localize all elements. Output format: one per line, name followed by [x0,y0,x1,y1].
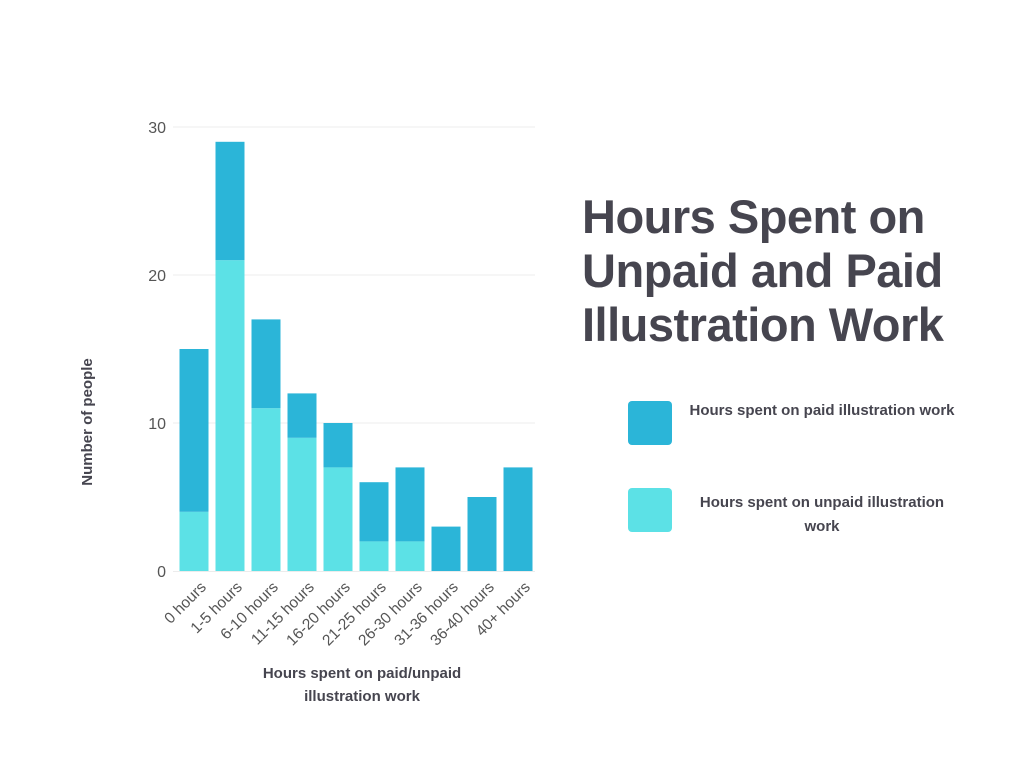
bar-segment-paid [179,349,209,512]
y-tick-label: 20 [148,268,166,285]
bar-segment-paid [395,467,425,542]
legend-label-paid: Hours spent on paid illustration work [676,399,968,423]
y-axis-ticks: 0 10 20 30 [148,120,166,581]
legend-label-paid-line-1: Hours spent on paid illustration work [689,402,955,419]
y-tick-label: 30 [148,120,166,137]
legend-swatch-paid [628,401,672,445]
bar-segment-paid [287,393,317,438]
bar-segment-paid [467,497,497,571]
bar-segment-unpaid [287,437,317,571]
bar-segment-paid [503,467,533,571]
bar-segment-paid [431,526,461,571]
legend-label-unpaid-line-2: work [804,518,840,535]
bar-segment-paid [359,482,389,542]
x-axis-title: Hours spent on paid/unpaid illustration … [222,662,502,708]
chart-title-line-2: Unpaid and Paid [582,244,943,297]
y-tick-label: 10 [148,416,166,433]
y-axis-title: Number of people [79,358,96,486]
y-tick-label: 0 [157,564,166,581]
bar-segment-paid [215,141,245,261]
bar-segment-unpaid [395,541,425,571]
bar-segment-unpaid [179,511,209,571]
bar-segment-unpaid [359,541,389,571]
bar-segment-unpaid [215,260,245,571]
bars [179,141,533,571]
bar-segment-paid [323,423,353,468]
legend-label-unpaid-line-1: Hours spent on unpaid illustration [699,494,945,511]
legend-swatch-unpaid [628,488,672,532]
x-axis-title-line-1: Hours spent on paid/unpaid [262,665,462,682]
chart-title: Hours Spent on Unpaid and Paid Illustrat… [582,190,1002,352]
bar-segment-unpaid [323,467,353,571]
chart-title-line-1: Hours Spent on [582,190,925,243]
bar-segment-unpaid [251,408,281,571]
x-axis-title-line-2: illustration work [304,688,420,705]
bar-segment-paid [251,319,281,409]
chart-title-line-3: Illustration Work [582,298,944,351]
legend-label-unpaid: Hours spent on unpaid illustration work [676,491,968,539]
